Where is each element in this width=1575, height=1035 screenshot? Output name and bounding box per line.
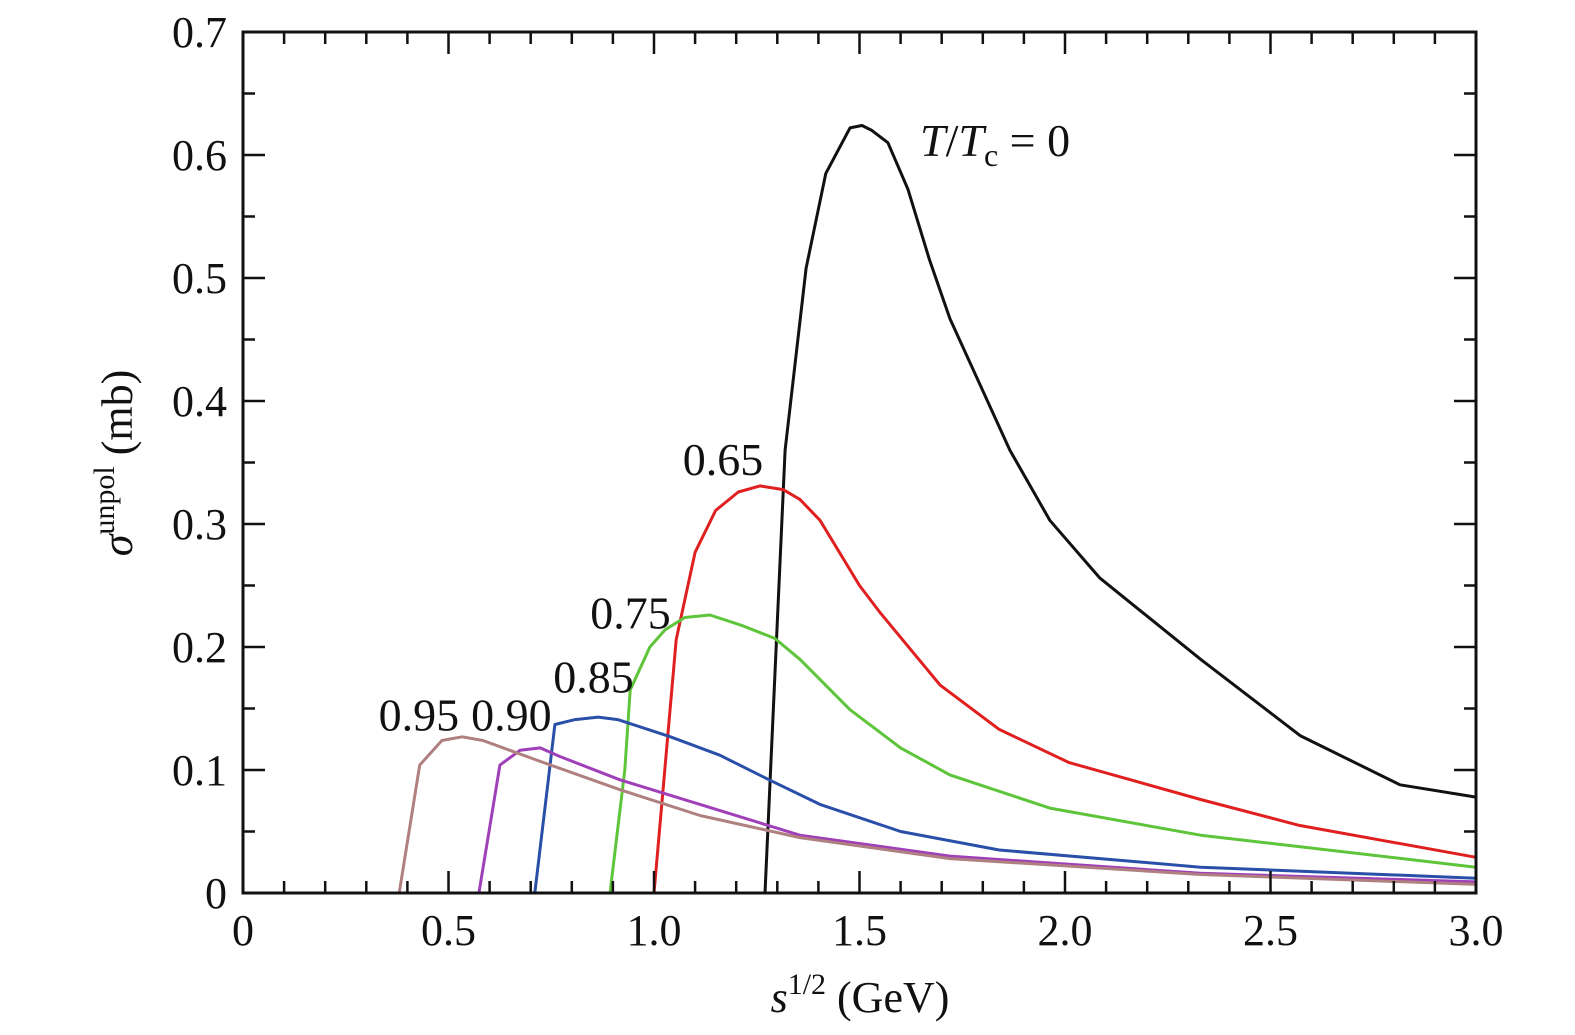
x-tick-label: 0 bbox=[232, 906, 254, 955]
y-tick-label: 0.5 bbox=[172, 254, 227, 303]
curve-label-0.75: 0.75 bbox=[590, 588, 671, 639]
x-tick-label: 0.5 bbox=[421, 906, 476, 955]
x-tick-label: 2.0 bbox=[1038, 906, 1093, 955]
curve-label-0.90: 0.90 bbox=[471, 690, 551, 741]
series-line-0-75 bbox=[608, 613, 1477, 894]
x-axis-title: s1/2 (GeV) bbox=[771, 968, 950, 1022]
y-axis-title: σunpol (mb) bbox=[88, 370, 142, 557]
series-line-0-65 bbox=[652, 484, 1477, 894]
x-tick-label: 2.5 bbox=[1243, 906, 1298, 955]
y-tick-label: 0.2 bbox=[172, 623, 227, 672]
plot-area: 0.65 0.75 0.850.900.95 0 0.5 1.0 1.5 2.0 2.5 3.0 0… bbox=[172, 8, 1504, 955]
series-line-T-Tc-0 bbox=[763, 124, 1477, 894]
y-tick-label: 0.4 bbox=[172, 377, 227, 426]
x-tick-label: 1.5 bbox=[832, 906, 887, 955]
y-tick-label: 0.7 bbox=[172, 8, 227, 57]
plot-frame bbox=[241, 30, 1478, 895]
y-tick-label: 0.1 bbox=[172, 746, 227, 795]
y-tick-label: 0 bbox=[205, 869, 227, 918]
y-tick-label: 0.6 bbox=[172, 131, 227, 180]
curve-label-t-over-tc-0: T/Tc = 0 bbox=[920, 115, 1070, 173]
curve-label-0.65: 0.65 bbox=[683, 434, 764, 485]
series-line-0-95 bbox=[397, 735, 1477, 894]
series-line-0-90 bbox=[477, 746, 1477, 894]
x-tick-label: 3.0 bbox=[1449, 906, 1504, 955]
y-tick-label: 0.3 bbox=[172, 500, 227, 549]
curve-label-0.85: 0.85 bbox=[553, 652, 634, 703]
curve-label-0.95: 0.95 bbox=[379, 690, 460, 741]
series-line-0-85 bbox=[533, 715, 1477, 894]
x-tick-label: 1.0 bbox=[627, 906, 682, 955]
